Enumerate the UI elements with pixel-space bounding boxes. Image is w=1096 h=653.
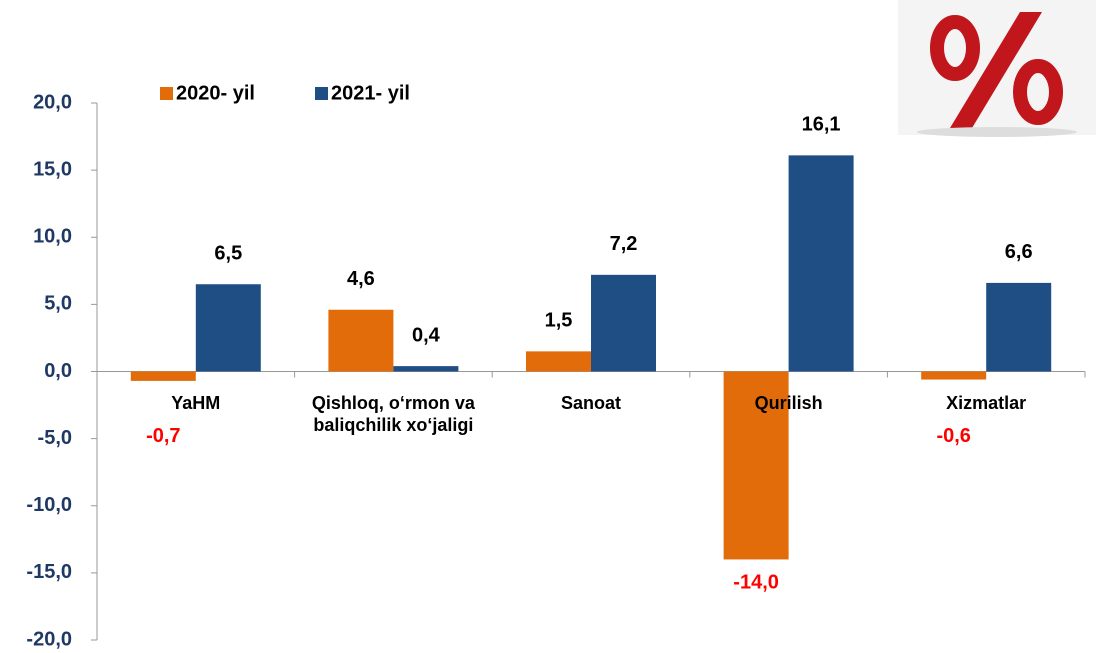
y-tick-label: 10,0 [33, 226, 72, 248]
y-tick-label: 20,0 [33, 91, 72, 113]
y-tick-label: -10,0 [26, 494, 72, 516]
y-tick-label: 0,0 [44, 360, 72, 382]
value-label: 7,2 [610, 233, 638, 255]
value-label: -14,0 [733, 572, 779, 594]
percent-icon [898, 0, 1096, 137]
x-tick-label: Qishloq, o‘rmon va baliqchilik xo‘jaligi [311, 392, 475, 435]
x-tick-label: Qurilish [754, 392, 823, 413]
value-label: 6,5 [214, 243, 242, 265]
value-label: 1,5 [545, 310, 573, 332]
legend-label: 2020- yil [176, 82, 255, 104]
bar [393, 366, 459, 372]
value-label: 4,6 [347, 268, 375, 290]
value-label: 6,6 [1005, 241, 1033, 263]
bar [591, 274, 656, 372]
x-tick-label: YaHM [171, 392, 221, 413]
value-label: 0,4 [412, 324, 441, 346]
x-tick-label: Sanoat [560, 392, 621, 413]
y-tick-label: 5,0 [44, 293, 72, 315]
bar [986, 282, 1052, 372]
legend-swatch [315, 87, 328, 100]
bar [328, 309, 394, 372]
value-label: -0,7 [146, 425, 180, 447]
bar [723, 371, 789, 560]
value-label: 16,1 [802, 114, 841, 136]
bar [788, 155, 854, 372]
value-label: -0,6 [936, 425, 970, 447]
y-tick-label: 15,0 [33, 158, 72, 180]
y-tick-label: -5,0 [38, 427, 72, 449]
y-tick-label: -20,0 [26, 628, 72, 650]
legend-swatch [160, 87, 173, 100]
x-tick-label: Xizmatlar [946, 392, 1027, 413]
bar [130, 371, 196, 381]
bar [526, 351, 591, 372]
bar [921, 371, 987, 380]
bar [195, 284, 261, 372]
legend-label: 2021- yil [331, 82, 410, 104]
y-tick-label: -15,0 [26, 561, 72, 583]
